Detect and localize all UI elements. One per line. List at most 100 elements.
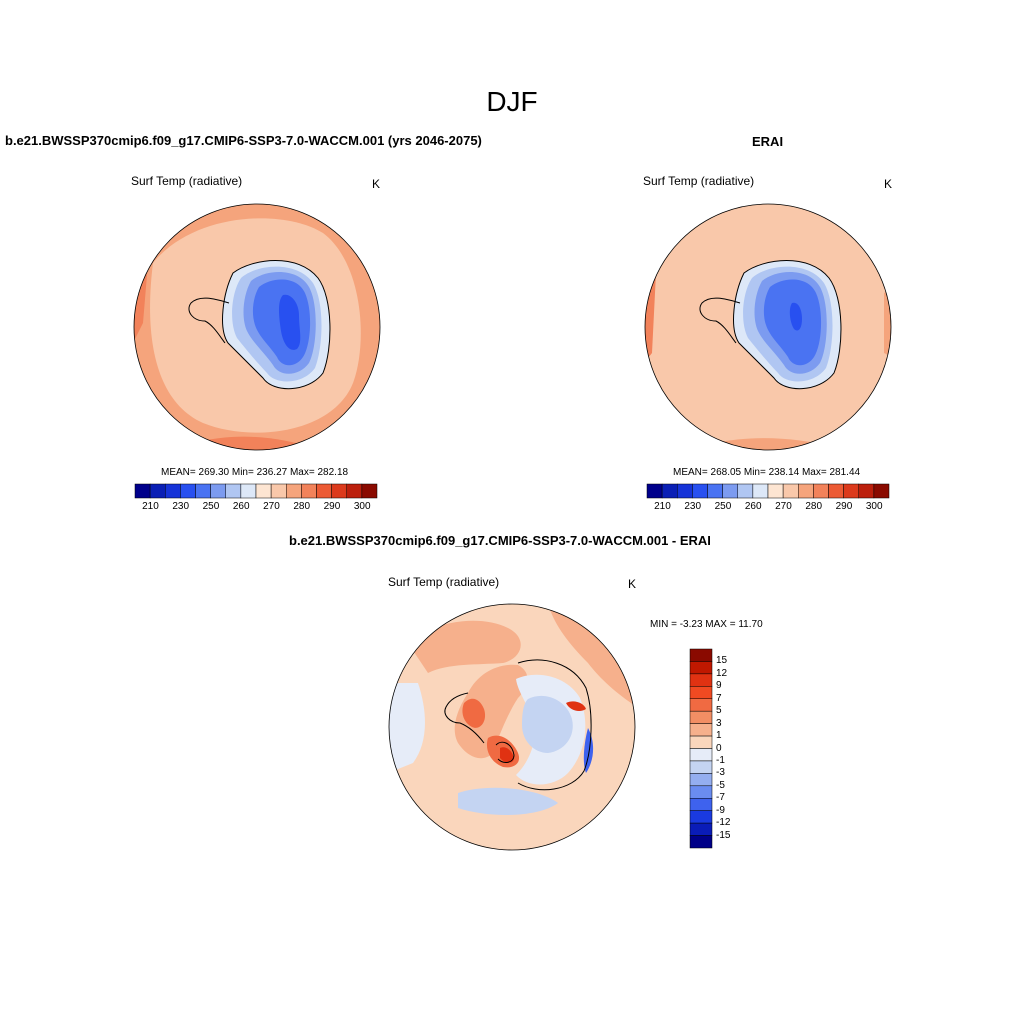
panel3-colorbar-label: 12: [716, 667, 728, 679]
panel1-colorbar-label: 230: [172, 501, 190, 512]
panel3-colorbar: [689, 648, 713, 849]
panel2-colorbar-labels: 210 230 250 260 270 280 290 300: [647, 501, 889, 515]
panel2-variable-label: Surf Temp (radiative): [643, 174, 755, 188]
panel1-colorbar-swatch: [149, 483, 166, 499]
panel2-colorbar-label: 250: [714, 501, 732, 512]
panel2-colorbar-swatch: [646, 483, 663, 499]
panel3-colorbar-label: 9: [716, 680, 722, 692]
panel3-colorbar-label: -1: [716, 754, 725, 766]
panel2-colorbar: [646, 483, 890, 499]
panel1-units-label: K: [372, 177, 381, 191]
panel1-colorbar-label: 290: [323, 501, 341, 512]
panel1-colorbar-swatch: [165, 483, 181, 499]
panel2-colorbar-swatch: [782, 483, 799, 499]
panel2-stats: MEAN= 268.05 Min= 238.14 Max= 281.44: [673, 467, 861, 478]
panel1-variable-label: Surf Temp (radiative): [131, 174, 243, 188]
panel1-colorbar-label: 250: [202, 501, 220, 512]
panel1-colorbar-swatch: [316, 483, 332, 499]
panel2-polar-map: [644, 203, 892, 451]
panel2-colorbar-label: 290: [835, 501, 853, 512]
panel1-colorbar-swatch: [286, 483, 302, 499]
panel1-title: b.e21.BWSSP370cmip6.f09_g17.CMIP6-SSP3-7…: [5, 133, 482, 148]
panel2-colorbar-label: 260: [744, 501, 762, 512]
season-title: DJF: [486, 86, 538, 117]
panel2-units-label: K: [884, 177, 893, 191]
panel2-colorbar-swatch: [843, 483, 859, 499]
panel3-colorbar-label: 7: [716, 692, 722, 704]
panel3-stats: MIN = -3.23 MAX = 11.70: [650, 619, 763, 630]
panel1-colorbar-swatch: [361, 483, 378, 499]
panel3-colorbar-label: -9: [716, 804, 725, 816]
panel3-colorbar-swatch: [689, 810, 713, 824]
panel3-colorbar-swatch: [689, 673, 713, 687]
panel3-colorbar-swatch: [689, 723, 713, 737]
panel1-colorbar-label: 300: [353, 501, 371, 512]
panel1-colorbar-swatch: [331, 483, 347, 499]
panel1-colorbar-label: 280: [293, 501, 311, 512]
panel3-colorbar-label: -5: [716, 779, 725, 791]
panel3-units-label: K: [628, 577, 637, 591]
panel1-colorbar-swatch: [180, 483, 196, 499]
panel3-polar-map: [388, 603, 636, 851]
panel1-colorbar-swatch: [225, 483, 242, 499]
panel3-colorbar-label: 15: [716, 655, 728, 667]
panel3-colorbar-labels: 15 12 9 7 5 3 1 0 -1 -3 -5 -7 -9 -12 -15: [716, 649, 756, 848]
panel2-colorbar-label: 210: [654, 501, 671, 512]
panel2-colorbar-swatch: [813, 483, 829, 499]
panel3-colorbar-label: 0: [716, 742, 722, 754]
panel2-colorbar-swatch: [661, 483, 678, 499]
panel3-colorbar-swatch: [689, 773, 713, 787]
panel2-colorbar-swatch: [798, 483, 814, 499]
panel3-colorbar-label: 1: [716, 730, 722, 742]
panel1-colorbar-label: 260: [232, 501, 250, 512]
panel2-colorbar-swatch: [858, 483, 875, 499]
panel1-colorbar-swatch: [270, 483, 287, 499]
panel1-colorbar-swatch: [346, 483, 363, 499]
panel1-colorbar-swatch: [255, 483, 272, 499]
panel3-colorbar-swatch: [689, 698, 713, 712]
panel1-colorbar-label: 210: [142, 501, 159, 512]
panel1-polar-map: [133, 203, 381, 451]
panel3-colorbar-swatch: [689, 835, 713, 849]
panel3-colorbar-swatch: [689, 822, 713, 836]
panel1-colorbar: [134, 483, 378, 499]
panel2-colorbar-swatch: [752, 483, 769, 499]
panel3-colorbar-label: -15: [716, 829, 731, 841]
panel2-colorbar-label: 270: [775, 501, 792, 512]
panel2-colorbar-label: 280: [805, 501, 823, 512]
panel3-colorbar-label: 5: [716, 705, 722, 717]
panel3-colorbar-label: -7: [716, 792, 725, 804]
panel3-colorbar-swatch: [689, 710, 713, 724]
panel1-colorbar-swatch: [240, 483, 257, 499]
panel2-colorbar-swatch: [767, 483, 784, 499]
panel3-colorbar-swatch: [689, 735, 713, 749]
panel3-colorbar-swatch: [689, 686, 713, 699]
panel2-title: ERAI: [752, 134, 784, 149]
panel3-colorbar-label: -12: [716, 817, 731, 829]
panel3-colorbar-swatch: [689, 748, 713, 762]
panel2-colorbar-swatch: [873, 483, 890, 499]
panel3-colorbar-swatch: [689, 760, 713, 774]
panel1-stats: MEAN= 269.30 Min= 236.27 Max= 282.18: [161, 467, 349, 478]
panel2-colorbar-label: 300: [865, 501, 883, 512]
panel3-colorbar-swatch: [689, 648, 713, 662]
panel2-colorbar-swatch: [737, 483, 754, 499]
panel2-colorbar-label: 230: [684, 501, 702, 512]
panel3-colorbar-swatch: [689, 798, 713, 811]
panel3-colorbar-label: 3: [716, 717, 722, 729]
panel3-title: b.e21.BWSSP370cmip6.f09_g17.CMIP6-SSP3-7…: [289, 533, 711, 548]
panel3-colorbar-label: -3: [716, 767, 725, 779]
panel1-colorbar-labels: 210 230 250 260 270 280 290 300: [135, 501, 377, 515]
panel2-colorbar-swatch: [677, 483, 693, 499]
panel1-colorbar-label: 270: [263, 501, 280, 512]
panel3-colorbar-swatch: [689, 661, 713, 675]
panel2-colorbar-swatch: [828, 483, 844, 499]
panel1-colorbar-swatch: [301, 483, 317, 499]
panel2-colorbar-swatch: [692, 483, 708, 499]
panel3-variable-label: Surf Temp (radiative): [388, 575, 500, 589]
panel1-colorbar-swatch: [134, 483, 151, 499]
panel2-colorbar-swatch: [707, 483, 723, 499]
panel1-colorbar-swatch: [210, 483, 226, 499]
panel3-colorbar-swatch: [689, 785, 713, 799]
panel1-colorbar-swatch: [195, 483, 211, 499]
